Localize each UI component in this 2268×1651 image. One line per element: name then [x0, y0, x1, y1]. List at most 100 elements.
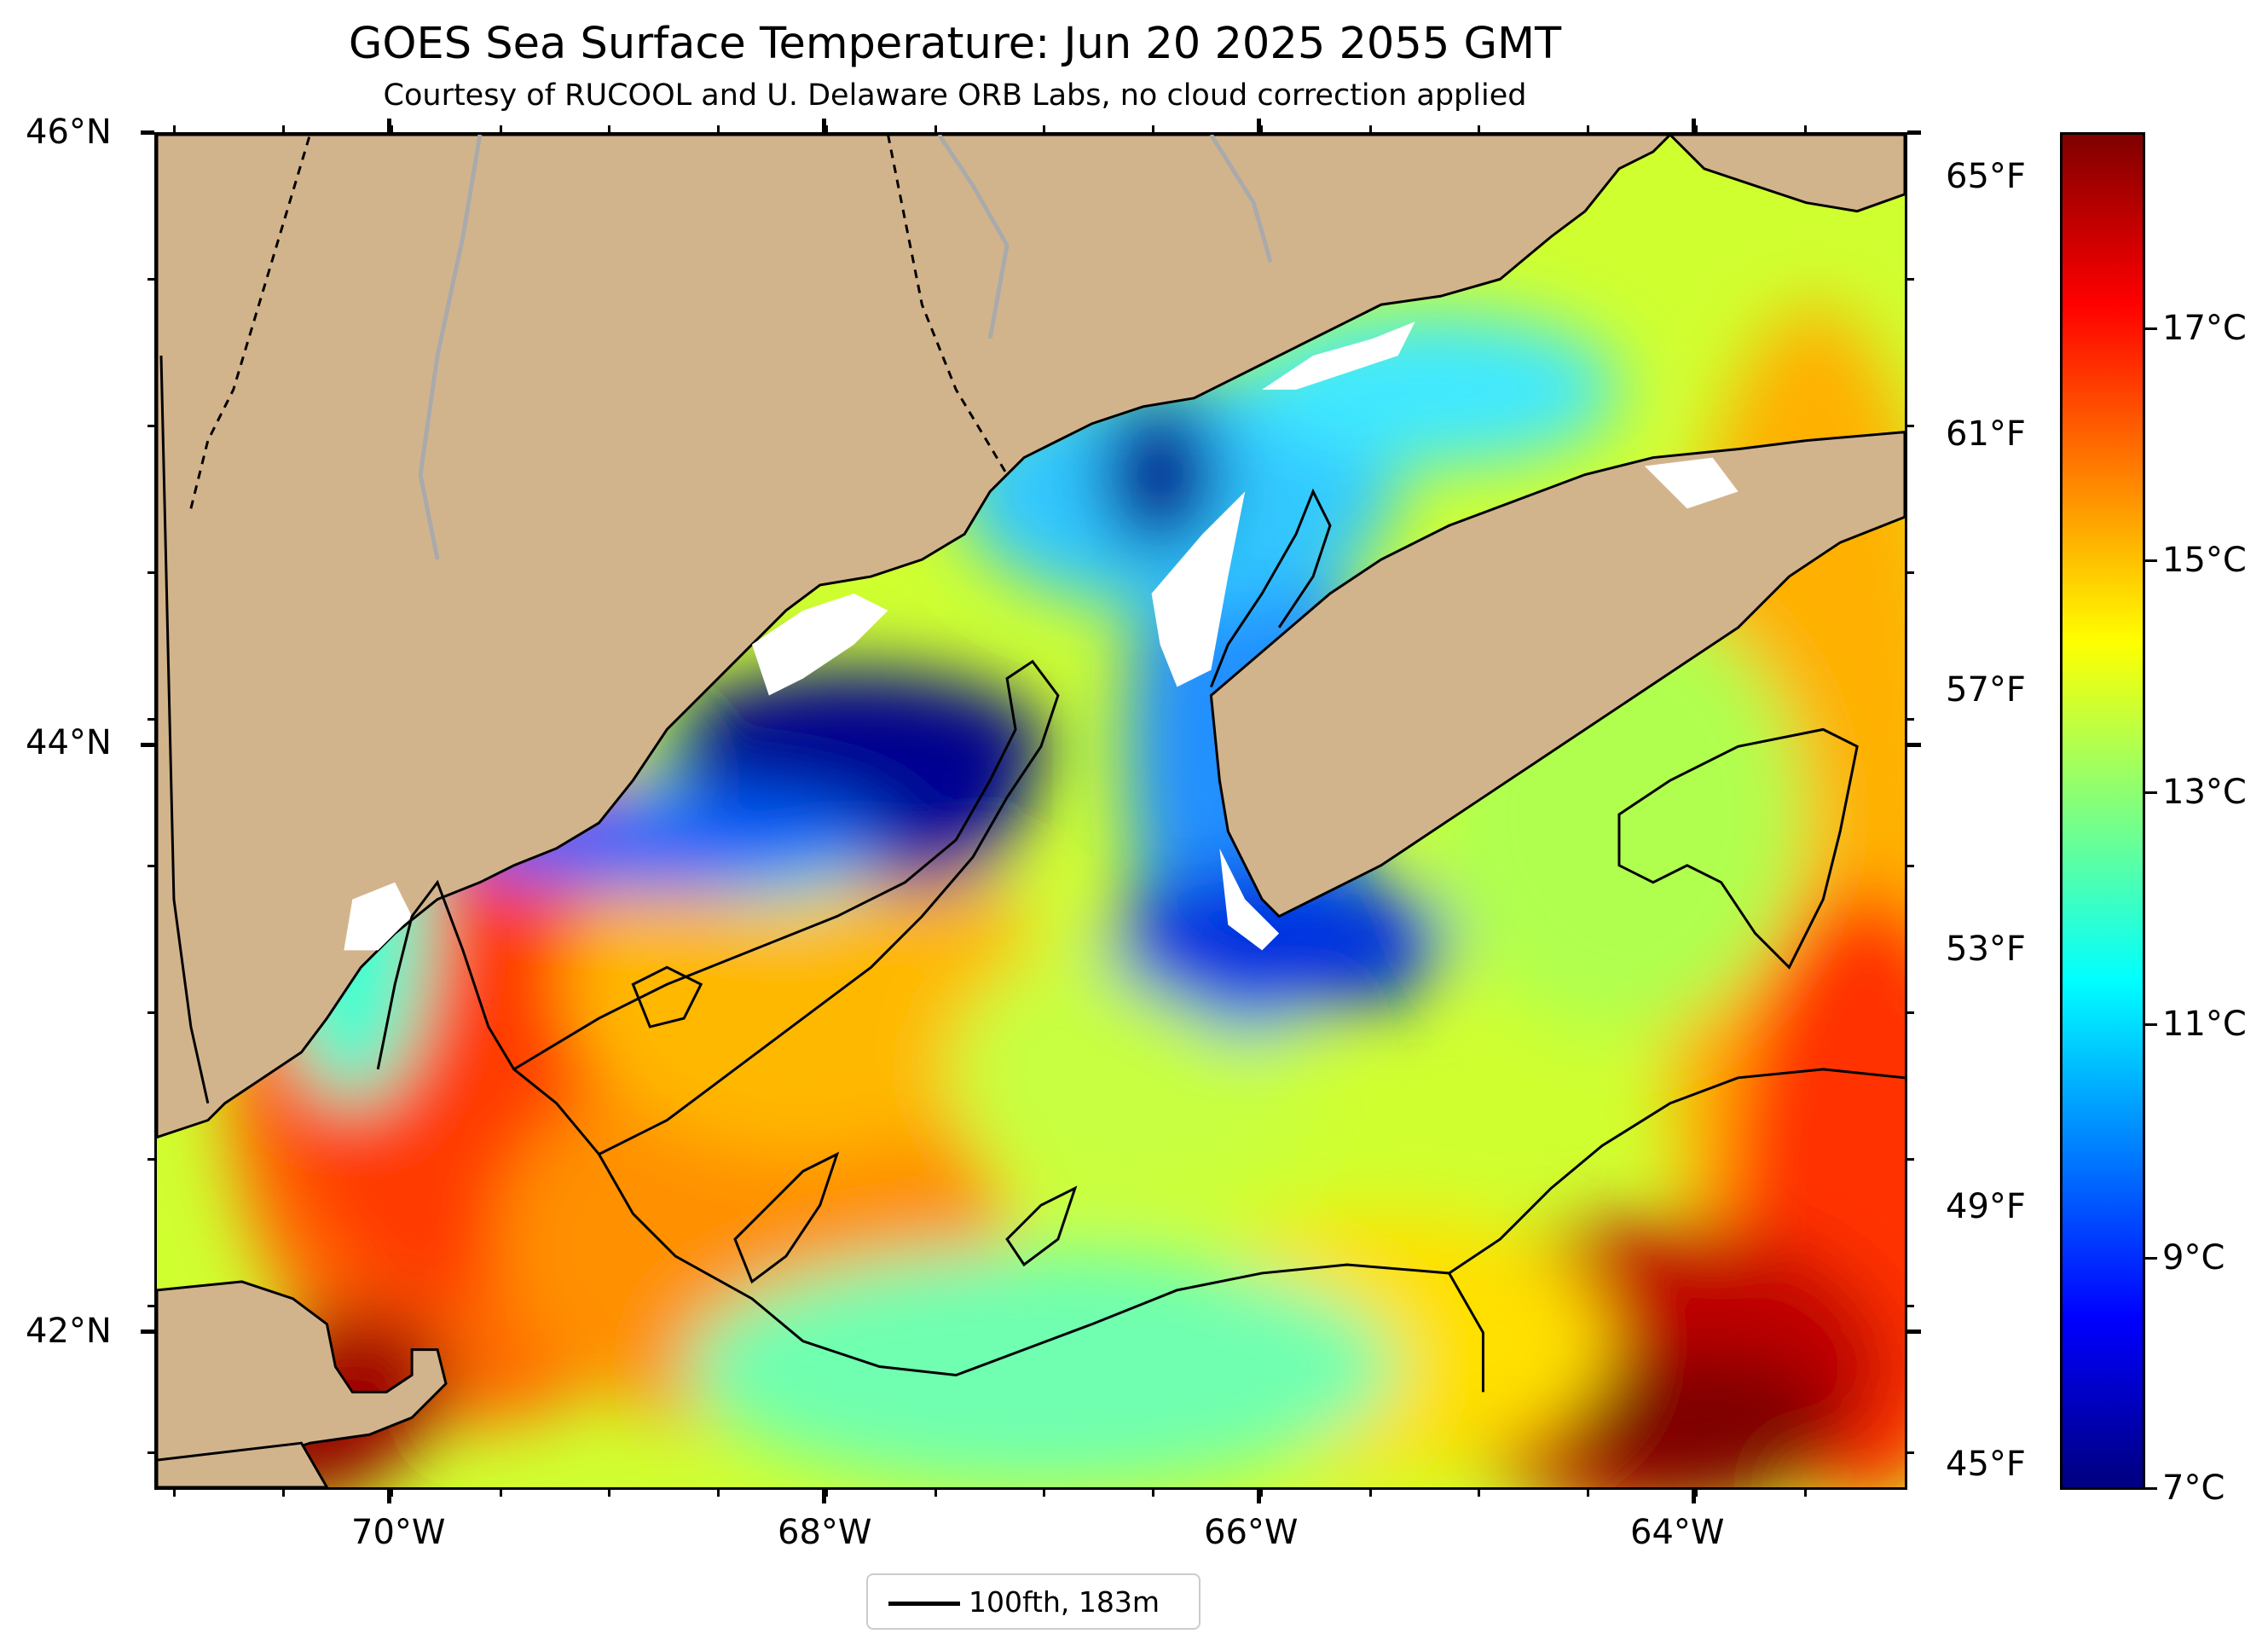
axis-tick — [608, 125, 610, 132]
colorbar-label-11c: 11°C — [2162, 1005, 2247, 1044]
axis-tick — [1907, 1451, 1914, 1454]
lon-label-70: 70°W — [351, 1513, 446, 1552]
axis-tick — [148, 571, 154, 574]
axis-tick — [1907, 278, 1914, 281]
axis-tick — [608, 1490, 610, 1497]
axis-tick — [148, 865, 154, 867]
colorbar-label-15c: 15°C — [2162, 541, 2247, 580]
axis-tick — [148, 278, 154, 281]
axis-tick — [1043, 125, 1045, 132]
axis-tick — [1907, 130, 1921, 135]
lon-label-64: 64°W — [1630, 1513, 1725, 1552]
axis-tick — [391, 1490, 393, 1497]
axis-tick — [716, 1490, 720, 1497]
axis-tick — [1257, 1490, 1261, 1503]
axis-tick — [1907, 1011, 1914, 1014]
axis-tick — [1907, 1329, 1921, 1334]
colorbar-tick — [2145, 1257, 2157, 1260]
borders — [189, 135, 1009, 509]
axis-tick — [1478, 1490, 1480, 1497]
axis-tick — [148, 1451, 154, 1454]
lat-label-44: 44°N — [26, 723, 112, 762]
axis-tick — [1368, 125, 1372, 132]
lat-label-42: 42°N — [26, 1312, 112, 1351]
axis-tick — [822, 1490, 826, 1503]
colorbar-tick — [2145, 1487, 2157, 1490]
legend-label: 100fth, 183m — [969, 1585, 1160, 1619]
axis-tick — [1907, 1305, 1914, 1307]
colorbar-label-9c: 9°C — [2162, 1238, 2225, 1277]
axis-tick — [1907, 425, 1914, 427]
axis-tick — [1907, 131, 1914, 134]
degf-label-53: 53°F — [1946, 930, 2026, 969]
axis-tick — [148, 718, 154, 721]
axis-tick — [387, 1490, 391, 1503]
axis-tick — [825, 125, 828, 132]
axis-tick — [1368, 1490, 1372, 1497]
land — [157, 135, 1905, 1487]
axis-tick — [148, 1011, 154, 1014]
lon-label-66: 66°W — [1204, 1513, 1299, 1552]
state-border — [159, 355, 210, 1104]
axis-tick — [822, 119, 826, 132]
axis-tick — [1260, 125, 1263, 132]
lon-label-68: 68°W — [778, 1513, 872, 1552]
axis-tick — [141, 1329, 154, 1334]
axis-tick — [1586, 1490, 1589, 1497]
axis-tick — [1907, 718, 1914, 721]
axis-tick — [148, 1305, 154, 1307]
axis-tick — [391, 125, 393, 132]
axis-tick — [1695, 1490, 1698, 1497]
axis-tick — [934, 125, 937, 132]
legend: 100fth, 183m — [866, 1573, 1201, 1630]
axis-tick — [1478, 125, 1480, 132]
axis-tick — [387, 119, 391, 132]
lat-label-46: 46°N — [26, 113, 112, 152]
axis-tick — [148, 425, 154, 427]
axis-tick — [1907, 743, 1921, 747]
axis-tick — [148, 131, 154, 134]
no-data-patches — [344, 322, 1739, 951]
axis-tick — [173, 1490, 176, 1497]
axis-tick — [141, 743, 154, 747]
sst-map-svg — [157, 135, 1905, 1487]
axis-tick — [1257, 119, 1261, 132]
axis-tick — [1907, 571, 1914, 574]
colorbar — [2060, 132, 2145, 1490]
isobath-100fth — [376, 488, 1905, 1393]
axis-tick — [1692, 119, 1696, 132]
colorbar-tick — [2145, 791, 2157, 794]
axis-tick — [148, 1158, 154, 1161]
axis-tick — [934, 1490, 937, 1497]
axis-tick — [1695, 125, 1698, 132]
degf-label-45: 45°F — [1946, 1445, 2026, 1484]
legend-line-swatch — [888, 1602, 960, 1606]
colorbar-label-7c: 7°C — [2162, 1469, 2225, 1508]
axis-tick — [499, 125, 502, 132]
sst-map — [154, 132, 1907, 1490]
axis-tick — [825, 1490, 828, 1497]
colorbar-tick — [2145, 327, 2157, 330]
axis-tick — [1260, 1490, 1263, 1497]
axis-tick — [499, 1490, 502, 1497]
colorbar-tick — [2145, 1023, 2157, 1026]
degf-label-57: 57°F — [1946, 670, 2026, 710]
axis-tick — [281, 1490, 285, 1497]
axis-tick — [1692, 1490, 1696, 1503]
axis-tick — [281, 125, 285, 132]
axis-tick — [1586, 125, 1589, 132]
colorbar-label-17c: 17°C — [2162, 309, 2247, 348]
degf-label-65: 65°F — [1946, 157, 2026, 196]
rivers — [418, 135, 1273, 560]
axis-tick — [173, 125, 176, 132]
axis-tick — [1151, 1490, 1154, 1497]
axis-tick — [1043, 1490, 1045, 1497]
colorbar-tick — [2145, 559, 2157, 562]
degf-label-49: 49°F — [1946, 1187, 2026, 1226]
degf-label-61: 61°F — [1946, 414, 2026, 454]
map-title: GOES Sea Surface Temperature: Jun 20 202… — [348, 19, 1562, 69]
colorbar-label-13c: 13°C — [2162, 773, 2247, 812]
axis-tick — [1803, 125, 1807, 132]
axis-tick — [716, 125, 720, 132]
map-subtitle: Courtesy of RUCOOL and U. Delaware ORB L… — [383, 78, 1527, 113]
